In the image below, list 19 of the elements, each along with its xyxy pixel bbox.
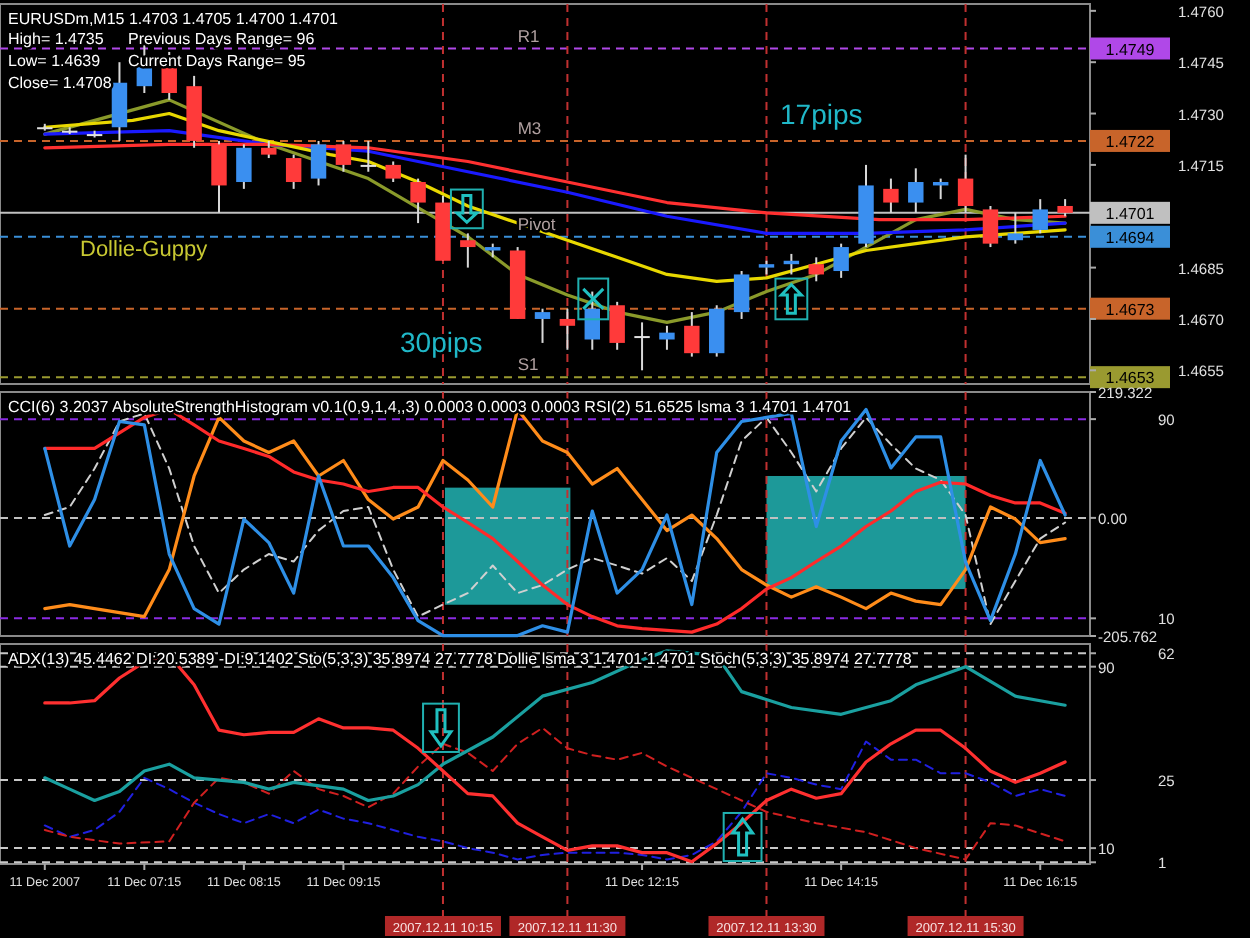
annotation: 30pips <box>400 326 483 358</box>
ref-line-label: 1.4701 <box>1105 204 1156 223</box>
chart-title: EURUSDm,M15 1.4703 1.4705 1.4700 1.4701 <box>8 10 340 28</box>
annotation: Low= 1.4639 <box>8 52 102 70</box>
annotation: High= 1.4735 <box>8 30 105 48</box>
annotation: Close= 1.4708 <box>8 74 113 92</box>
chart-title: CCI(6) 3.2037 AbsoluteStrengthHistogram v0.1(0,9,1,4,,3) 0.0003 0.0003 0.0003 RSI(2) 51.6525 lsma 3 1.4701 1.4701 <box>8 398 853 416</box>
annotation: 17pips <box>780 98 863 130</box>
annotation: R1 <box>517 25 540 46</box>
annotation: Previous Days Range= 96 <box>128 30 316 48</box>
annotation: Pivot <box>517 213 557 234</box>
ref-line-label: 1.4694 <box>1105 228 1156 247</box>
annotation: Dollie-Guppy <box>80 238 209 262</box>
annotation: S1 <box>517 354 539 375</box>
ref-line-label: 1.4722 <box>1105 132 1156 151</box>
ref-line-label: 1.4673 <box>1105 300 1156 319</box>
annotation: M3 <box>517 118 542 139</box>
ref-line-label: 1.4653 <box>1105 369 1156 388</box>
ref-line-label: 1.4749 <box>1105 40 1156 59</box>
